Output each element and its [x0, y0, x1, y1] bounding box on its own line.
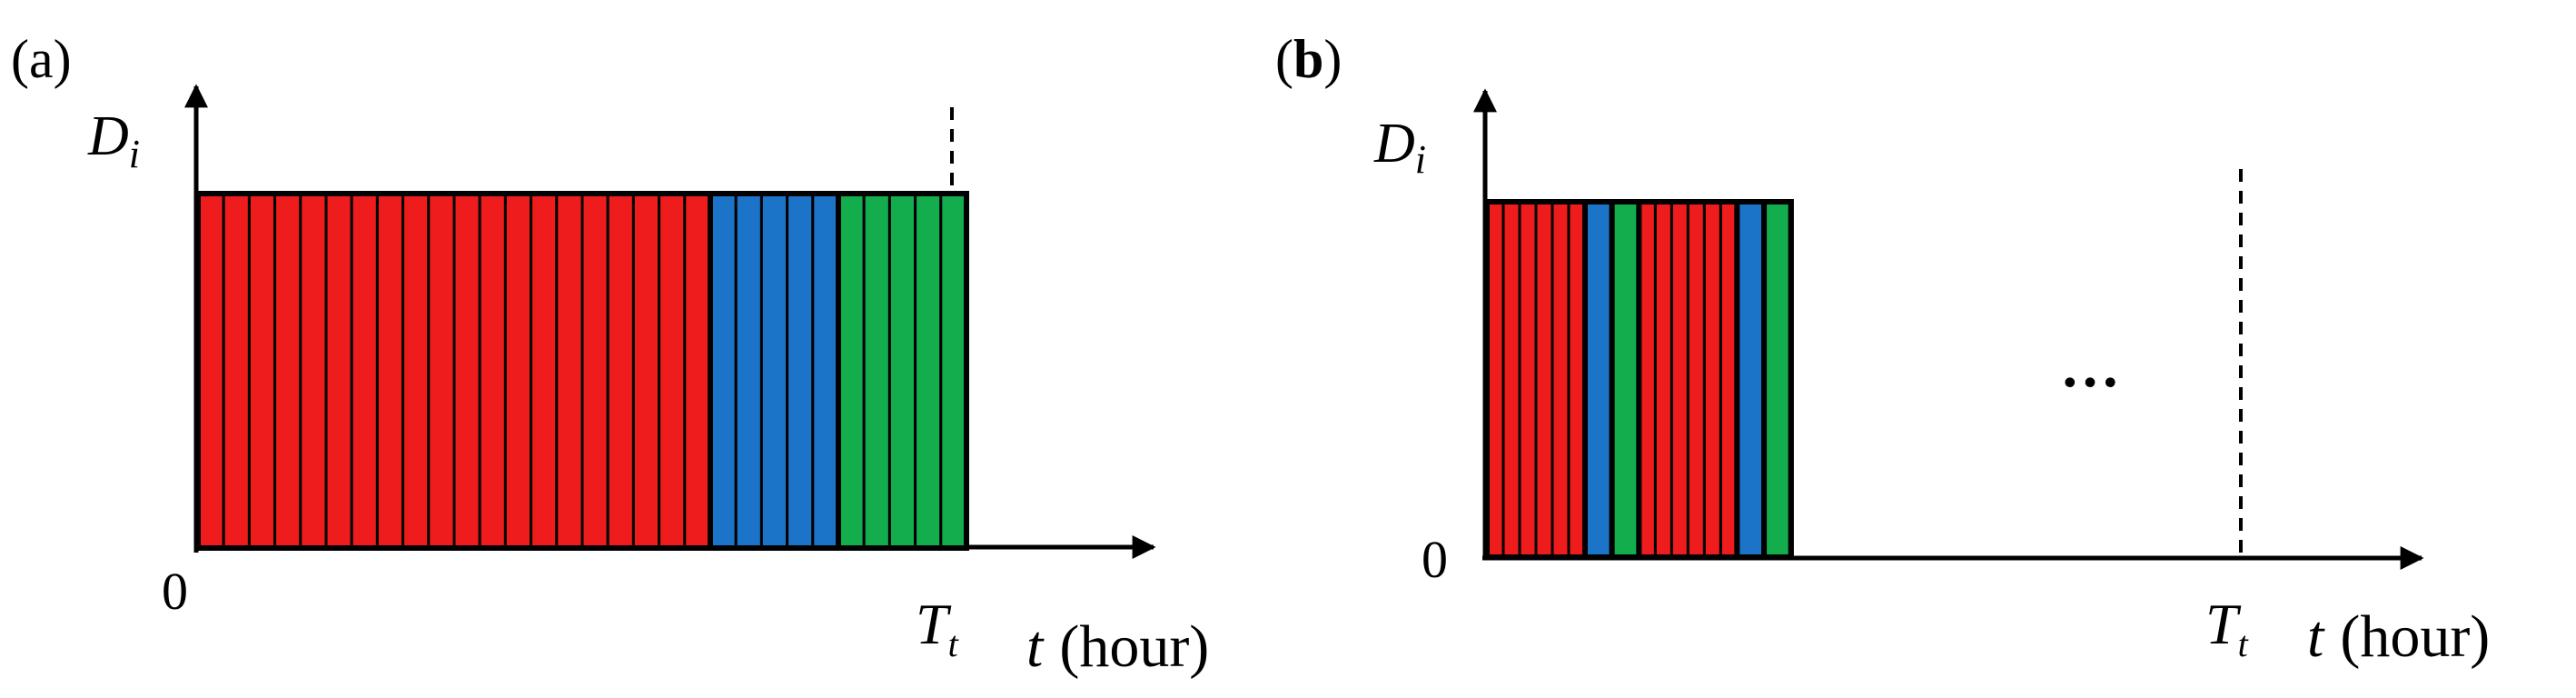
panel-a-red-stripe: [273, 192, 302, 550]
panel-b-label: (b): [1275, 29, 1342, 89]
panel-a-green-stripe: [939, 192, 968, 550]
panel-b-green-stripe: [1762, 200, 1793, 559]
panel-b-blue-stripe: [1583, 200, 1614, 559]
panel-b-x-axis-label: t (hour): [2307, 603, 2490, 670]
panel-a-red-stripe: [324, 192, 353, 550]
panel-a-green-stripe: [837, 192, 866, 550]
panel-a-red-stripe: [555, 192, 584, 550]
panel-b-red-stripe: [1669, 200, 1689, 559]
panel-a-x-axis-label: t (hour): [1026, 613, 1209, 680]
panel-a-red-stripe: [401, 192, 431, 550]
panel-b-red-stripe: [1551, 200, 1570, 559]
panel-a: (a) Di 0 Tt t (hour): [11, 29, 1209, 680]
panel-a-blue-stripe: [811, 192, 840, 550]
panel-a-blue-stripe: [759, 192, 789, 550]
panel-a-red-stripe: [631, 192, 661, 550]
panel-b-red-stripe: [1686, 200, 1706, 559]
panel-a-red-stripe: [606, 192, 635, 550]
panel-a-red-stripe: [530, 192, 559, 550]
panel-a-red-stripe: [658, 192, 687, 550]
panel-a-red-stripe: [222, 192, 251, 550]
panel-b-ellipsis: …: [2060, 334, 2120, 400]
panel-a-bar-outline: [195, 191, 969, 551]
panel-b-blue-stripe: [1735, 200, 1766, 559]
panel-b-bars: [1484, 199, 1794, 560]
panel-a-red-stripe: [196, 192, 225, 550]
panel-b: (b) Di 0 … Tt t (hour): [1275, 29, 2490, 670]
panel-a-red-stripe: [299, 192, 328, 550]
panel-a-red-stripe: [503, 192, 533, 550]
panel-b-bar-outline: [1484, 199, 1794, 560]
panel-b-green-stripe: [1610, 200, 1640, 559]
panel-a-bars: [195, 191, 969, 551]
panel-a-blue-stripe: [734, 192, 763, 550]
panel-a-red-stripe: [427, 192, 456, 550]
panel-b-red-stripe: [1518, 200, 1538, 559]
panel-a-red-stripe: [478, 192, 507, 550]
panel-a-green-stripe: [862, 192, 891, 550]
panel-a-red-stripe: [375, 192, 405, 550]
panel-a-label: (a): [11, 29, 72, 89]
panel-a-blue-stripe: [786, 192, 815, 550]
panel-b-origin-label: 0: [1422, 530, 1448, 589]
panel-a-red-stripe: [580, 192, 609, 550]
panel-a-green-stripe: [887, 192, 917, 550]
panel-b-red-stripe: [1702, 200, 1722, 559]
panel-a-blue-stripe: [708, 192, 738, 550]
panel-a-tt-label: Tt: [916, 592, 959, 664]
panel-b-red-stripe: [1534, 200, 1554, 559]
panel-a-origin-label: 0: [162, 562, 188, 621]
panel-a-y-axis-label: Di: [87, 105, 140, 176]
panel-b-red-stripe: [1653, 200, 1673, 559]
panel-a-red-stripe: [452, 192, 481, 550]
panel-a-red-stripe: [683, 192, 712, 550]
panel-a-red-stripe: [350, 192, 379, 550]
panel-b-tt-label: Tt: [2205, 592, 2249, 664]
panel-a-green-stripe: [914, 192, 943, 550]
panel-b-y-axis-label: Di: [1373, 113, 1426, 182]
panel-b-red-stripe: [1501, 200, 1521, 559]
panel-a-red-stripe: [247, 192, 277, 550]
